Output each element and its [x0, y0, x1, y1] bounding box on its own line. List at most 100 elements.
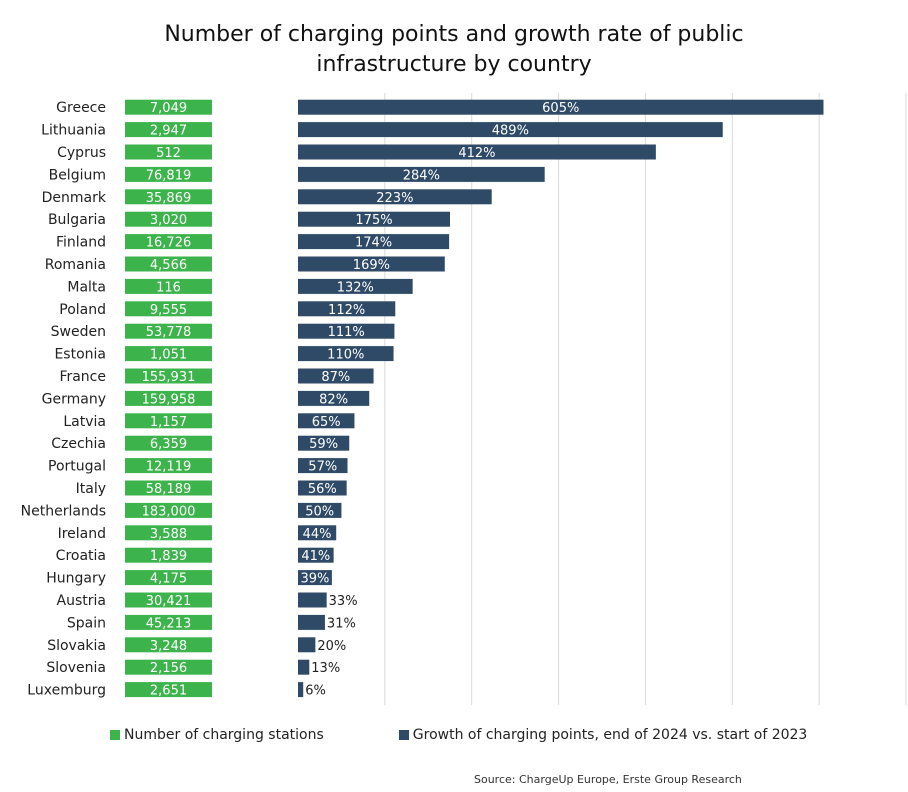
growth-bar: [298, 166, 545, 182]
stations-value-label: 159,958: [142, 392, 196, 407]
chart-title-line-2: infrastructure by country: [316, 52, 592, 77]
stations-value-label: 35,869: [146, 191, 192, 206]
growth-value-label: 284%: [403, 168, 440, 183]
category-label: Netherlands: [21, 503, 106, 519]
stations-value-label: 1,839: [150, 549, 187, 564]
stations-bar: [125, 166, 212, 182]
stations-value-label: 116: [156, 280, 181, 295]
stations-value-label: 1,051: [150, 348, 187, 363]
stations-value-label: 76,819: [146, 168, 192, 183]
category-label: Malta: [67, 279, 106, 295]
growth-bar: [298, 144, 656, 160]
growth-bar: [298, 368, 374, 384]
growth-value-label: 605%: [542, 101, 579, 116]
stations-bar: [125, 659, 212, 675]
stations-bar: [125, 592, 212, 608]
growth-bar: [298, 614, 325, 630]
growth-value-label: 174%: [355, 236, 392, 251]
growth-value-label: 223%: [376, 191, 413, 206]
stations-bar: [125, 525, 212, 541]
category-label: Slovenia: [46, 660, 106, 676]
stations-value-label: 4,566: [150, 258, 187, 273]
stations-bar: [125, 637, 212, 653]
category-label: Luxemburg: [27, 683, 106, 699]
growth-bar: [298, 346, 394, 362]
stations-value-label: 30,421: [146, 594, 192, 609]
category-label: Czechia: [51, 436, 106, 452]
category-label: Estonia: [54, 347, 106, 363]
category-label: Ireland: [58, 526, 106, 542]
growth-value-label: 59%: [309, 437, 338, 452]
stations-bar: [125, 547, 212, 563]
growth-bar: [298, 682, 304, 698]
stations-value-label: 3,588: [150, 527, 187, 542]
growth-bar: [298, 189, 492, 205]
stations-value-label: 12,119: [146, 460, 192, 475]
growth-value-label: 87%: [321, 370, 350, 385]
stations-value-label: 155,931: [142, 370, 196, 385]
category-label: Germany: [42, 391, 106, 407]
growth-value-label: 33%: [329, 594, 358, 609]
growth-bar: [298, 547, 334, 563]
category-label: Latvia: [63, 414, 106, 430]
stations-value-label: 9,555: [150, 303, 187, 318]
growth-bar: [298, 592, 327, 608]
growth-value-label: 489%: [492, 124, 529, 139]
category-label: Bulgaria: [48, 212, 106, 228]
stations-bar: [125, 122, 212, 138]
category-label: Denmark: [42, 190, 107, 206]
stations-value-label: 2,651: [150, 684, 187, 699]
category-label: France: [59, 369, 106, 385]
growth-bar: [298, 570, 332, 586]
category-label: Croatia: [56, 548, 106, 564]
stations-value-label: 512: [156, 146, 181, 161]
category-label: Finland: [56, 235, 106, 251]
growth-bar: [298, 525, 337, 541]
category-label: Austria: [57, 593, 106, 609]
growth-bar: [298, 659, 310, 675]
growth-value-label: 31%: [327, 616, 356, 631]
stations-bar: [125, 189, 212, 205]
growth-value-label: 44%: [303, 527, 332, 542]
growth-bar: [298, 99, 824, 115]
stations-bar: [125, 144, 212, 160]
legend-swatch-growth: [398, 730, 409, 740]
stations-bar: [125, 323, 212, 339]
growth-value-label: 82%: [319, 392, 348, 407]
category-label: Italy: [76, 481, 106, 497]
stations-bar: [125, 256, 212, 272]
category-label: Portugal: [48, 459, 106, 475]
stations-bar: [125, 301, 212, 317]
growth-bar: [298, 435, 350, 451]
growth-value-label: 112%: [328, 303, 365, 318]
stations-value-label: 2,947: [150, 124, 187, 139]
category-label: Sweden: [51, 324, 106, 340]
category-label: Spain: [67, 615, 106, 631]
stations-bar: [125, 278, 212, 294]
legend-label-stations: Number of charging stations: [124, 727, 324, 743]
growth-bar: [298, 301, 396, 317]
growth-bar: [298, 413, 355, 429]
stations-value-label: 183,000: [142, 504, 196, 519]
stations-bar: [125, 570, 212, 586]
growth-bar: [298, 211, 450, 227]
chart-legend: Number of charging stations Growth of ch…: [110, 727, 882, 743]
growth-value-label: 57%: [308, 460, 337, 475]
category-label: Greece: [56, 100, 106, 116]
growth-value-label: 20%: [317, 639, 346, 654]
legend-item-growth: Growth of charging points, end of 2024 v…: [398, 727, 807, 743]
growth-value-label: 169%: [353, 258, 390, 273]
growth-bar: [298, 390, 370, 406]
stations-value-label: 6,359: [150, 437, 187, 452]
source-note: Source: ChargeUp Europe, Erste Group Res…: [474, 773, 742, 786]
stations-bar: [125, 502, 212, 518]
growth-value-label: 412%: [458, 146, 495, 161]
growth-value-label: 39%: [300, 572, 329, 587]
stations-bar: [125, 480, 212, 496]
growth-value-label: 50%: [305, 504, 334, 519]
stations-bar: [125, 211, 212, 227]
category-label: Belgium: [49, 167, 106, 183]
stations-value-label: 3,248: [150, 639, 187, 654]
stations-bar: [125, 390, 212, 406]
category-label: Hungary: [46, 571, 106, 587]
